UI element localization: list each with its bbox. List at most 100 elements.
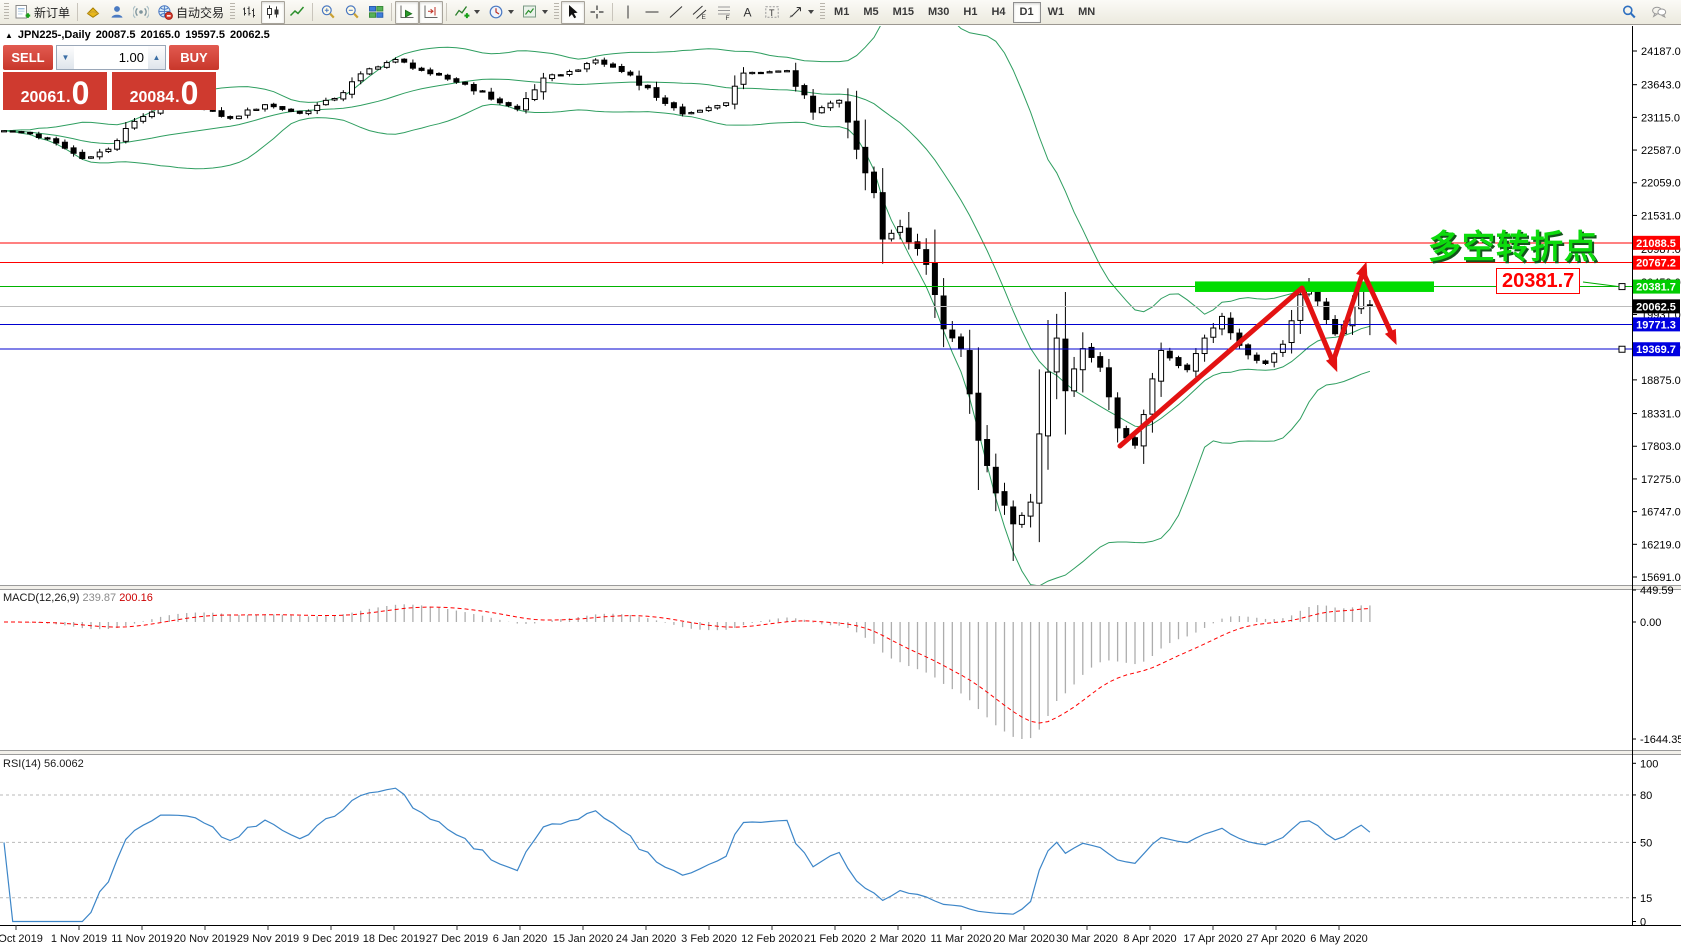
svg-text:T: T [769,8,775,18]
toolbar-chart-shift-button[interactable] [419,0,444,24]
svg-text:24 Jan 2020: 24 Jan 2020 [616,933,677,945]
svg-text:27 Apr 2020: 27 Apr 2020 [1246,933,1305,945]
toolbar-chart-candles-button[interactable] [261,0,286,24]
toolbar-chart-bars-button[interactable] [237,1,261,24]
svg-text:E: E [702,14,707,20]
toolbar-grip [4,3,9,21]
svg-text:2 Mar 2020: 2 Mar 2020 [870,933,926,945]
metaeditor-icon [85,4,101,20]
svg-text:19771.3: 19771.3 [1636,319,1676,331]
community-icon [109,4,125,20]
vertical-line-icon [620,4,636,20]
toolbar-chart-line-button[interactable] [285,1,309,24]
new-order-icon [15,4,31,20]
svg-text:22059.0: 22059.0 [1641,178,1681,190]
svg-text:15 Jan 2020: 15 Jan 2020 [553,933,614,945]
timeframe-mn-button[interactable]: MN [1078,6,1096,18]
level-callout-label[interactable]: 20381.7 [1496,268,1581,294]
volume-input[interactable] [74,46,148,69]
trend-arrows[interactable] [1117,261,1397,449]
resistance-zone-rectangle[interactable] [1195,281,1434,292]
toolbar-templates-button[interactable] [518,1,552,24]
auto-scroll-icon [399,4,415,20]
toolbar-search-button[interactable] [1617,1,1641,24]
macd-pane[interactable] [4,604,1371,739]
symbol-marker-icon: ▲ [5,30,13,40]
toolbar-indicators-button[interactable] [450,1,484,24]
toolbar-zoom-in-button[interactable] [316,1,340,24]
volume-increase-button[interactable]: ▲ [148,46,165,69]
zoom-out-icon [344,4,360,20]
sell-price[interactable]: 20061. 0 [3,72,107,110]
toolbar-new-order-button[interactable]: 新订单 [11,1,74,24]
timeframe-m15-button[interactable]: M15 [892,6,914,18]
toolbar-cursor-button[interactable] [561,0,586,24]
toolbar-auto-trading-button[interactable]: 自动交易 [153,1,228,24]
timeframe-d1-button[interactable]: D1 [1012,1,1041,23]
svg-text:18 Dec 2019: 18 Dec 2019 [363,933,425,945]
toolbar-fibonacci-button[interactable]: F [712,1,736,24]
chart-shift-icon [423,4,439,20]
sell-button[interactable]: SELL [3,45,53,70]
toolbar-text-button[interactable]: A [736,1,760,24]
svg-text:6 May 2020: 6 May 2020 [1310,933,1367,945]
toolbar-community-button[interactable] [105,1,129,24]
toolbar-text-label-button[interactable]: T [760,1,784,24]
ohlc-low: 19597.5 [185,29,225,41]
toolbar-separator [312,3,314,21]
toolbar-metaeditor-button[interactable] [81,1,105,24]
toolbar-equidistant-channel-button[interactable]: E [688,1,712,24]
svg-text:24187.0: 24187.0 [1641,46,1681,58]
timeframe-m5-button[interactable]: M5 [863,6,879,18]
svg-text:16747.0: 16747.0 [1641,507,1681,519]
new-order-label: 新订单 [34,5,71,20]
chevron-down-icon [508,10,515,14]
cursor-icon [565,4,581,20]
toolbar-crosshair-button[interactable] [585,1,609,24]
line-selection-handle[interactable] [1618,283,1626,291]
toolbar-arrows-button[interactable] [784,1,818,24]
svg-text:11 Nov 2019: 11 Nov 2019 [111,933,173,945]
svg-text:27 Dec 2019: 27 Dec 2019 [426,933,488,945]
ohlc-open: 20087.5 [95,29,136,41]
toolbar-tile-windows-button[interactable] [364,1,388,24]
line-selection-handle[interactable] [1618,345,1626,353]
svg-text:8 Apr 2020: 8 Apr 2020 [1123,933,1176,945]
svg-text:20 Nov 2019: 20 Nov 2019 [174,933,236,945]
toolbar-chat-button[interactable] [1647,1,1671,24]
svg-text:23643.0: 23643.0 [1641,80,1681,92]
toolbar-signals-button[interactable] [129,1,153,24]
search-icon [1621,4,1637,20]
buy-price[interactable]: 20084. 0 [112,72,216,110]
toolbar-zoom-out-button[interactable] [340,1,364,24]
chart-candles-icon [265,4,281,20]
chevron-down-icon [474,10,481,14]
svg-text:0.00: 0.00 [1640,617,1661,629]
timeframe-w1-button[interactable]: W1 [1047,6,1065,18]
zoom-in-icon [320,4,336,20]
timeframe-m1-button[interactable]: M1 [834,6,850,18]
toolbar-horizontal-line-button[interactable] [640,1,664,24]
svg-text:15: 15 [1640,893,1652,905]
toolbar-trendline-button[interactable] [664,1,688,24]
rsi-pane[interactable] [0,787,1632,923]
toolbar-vertical-line-button[interactable] [616,1,640,24]
volume-decrease-button[interactable]: ▼ [57,46,74,69]
timeframe-m30-button[interactable]: M30 [928,6,950,18]
toolbar-auto-scroll-button[interactable] [395,0,420,24]
toolbar-periods-button[interactable] [484,1,518,24]
main-price-pane[interactable] [1,7,1373,586]
svg-text:30 Mar 2020: 30 Mar 2020 [1056,933,1118,945]
svg-text:3 Oct 2019: 3 Oct 2019 [0,933,43,945]
svg-text:18875.0: 18875.0 [1641,375,1681,387]
periods-icon [488,4,504,20]
macd-label: MACD(12,26,9) 239.87 200.16 [3,592,153,604]
one-click-trading-panel: SELL ▼ ▲ BUY 20061.0 20084.0 [3,45,219,110]
toolbar-separator [446,3,448,21]
turning-point-annotation[interactable]: 多空转折点 [1428,228,1598,265]
timeframe-h4-button[interactable]: H4 [991,6,1006,18]
auto-trading-icon [157,4,173,20]
buy-button[interactable]: BUY [169,45,219,70]
timeframe-h1-button[interactable]: H1 [963,6,978,18]
